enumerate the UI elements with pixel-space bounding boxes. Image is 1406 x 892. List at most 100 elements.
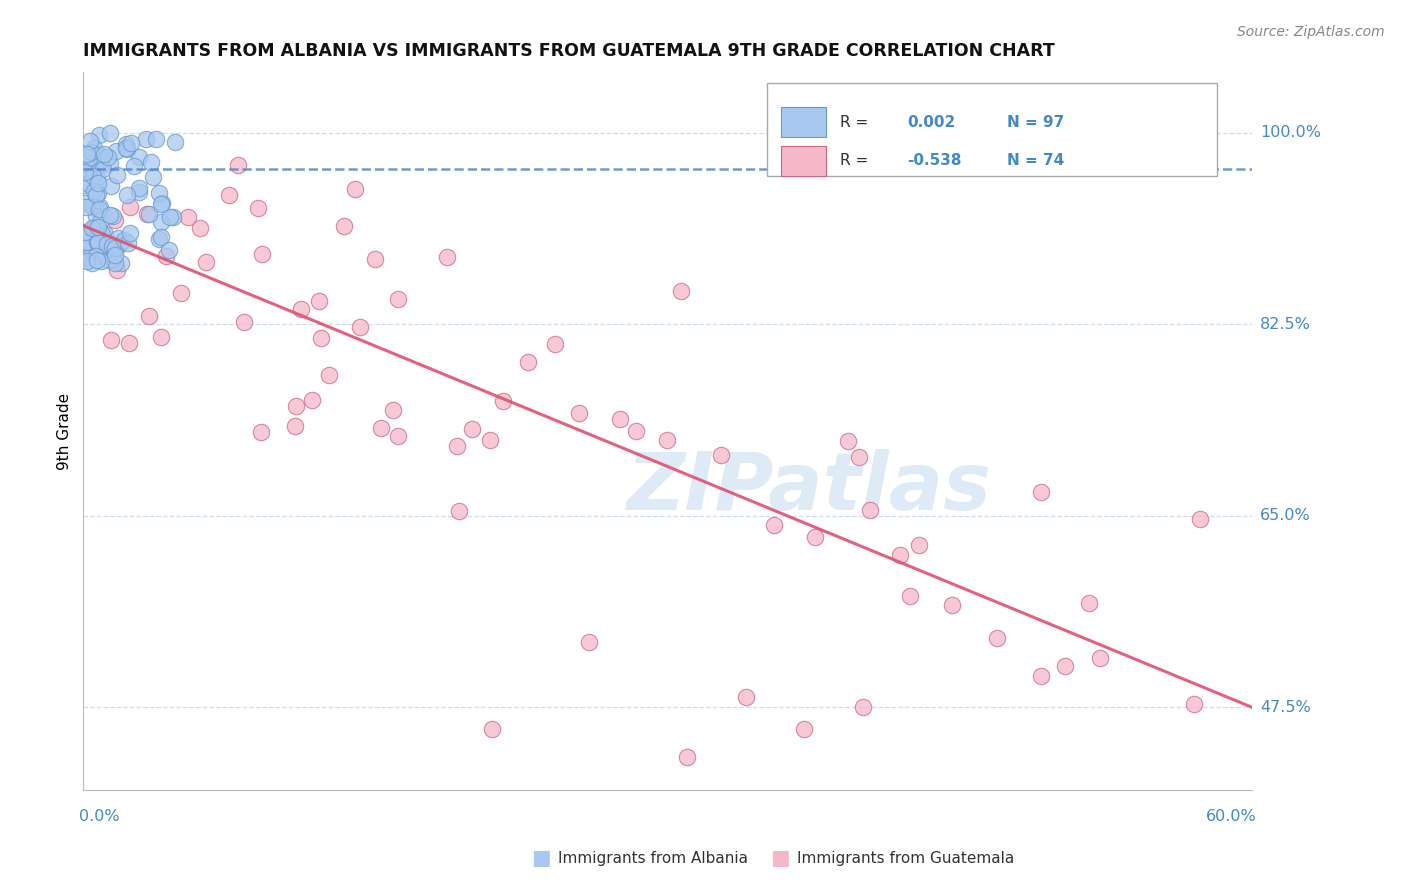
Point bbox=[1182, 697, 1205, 711]
Point bbox=[898, 589, 921, 603]
Text: R =: R = bbox=[839, 115, 873, 129]
Point bbox=[218, 188, 240, 202]
Point bbox=[250, 247, 273, 261]
Point bbox=[86, 252, 108, 267]
Point bbox=[120, 136, 142, 151]
Point bbox=[1188, 512, 1211, 526]
Point bbox=[75, 201, 97, 215]
Text: IMMIGRANTS FROM ALBANIA VS IMMIGRANTS FROM GUATEMALA 9TH GRADE CORRELATION CHART: IMMIGRANTS FROM ALBANIA VS IMMIGRANTS FR… bbox=[83, 42, 1054, 60]
Y-axis label: 9th Grade: 9th Grade bbox=[58, 392, 72, 469]
Point bbox=[104, 144, 127, 158]
Point bbox=[387, 429, 409, 443]
Point bbox=[492, 394, 515, 409]
Text: 60.0%: 60.0% bbox=[1205, 809, 1257, 824]
Point bbox=[149, 330, 172, 344]
Point bbox=[97, 150, 120, 164]
Point bbox=[87, 220, 110, 235]
Point bbox=[139, 154, 162, 169]
Point bbox=[118, 226, 141, 240]
Point bbox=[101, 239, 124, 253]
Point bbox=[115, 136, 138, 151]
Point bbox=[710, 448, 733, 462]
Point bbox=[107, 237, 129, 252]
Point bbox=[98, 156, 121, 170]
Point bbox=[803, 530, 825, 544]
Point bbox=[80, 250, 103, 264]
Point bbox=[478, 434, 501, 448]
Point bbox=[90, 254, 112, 268]
Point bbox=[793, 723, 815, 737]
Point bbox=[149, 215, 172, 229]
Point bbox=[734, 690, 756, 704]
Point bbox=[128, 186, 150, 200]
Point bbox=[86, 235, 108, 250]
Text: ■: ■ bbox=[770, 848, 790, 868]
Point bbox=[349, 319, 371, 334]
Point bbox=[75, 240, 97, 254]
Point bbox=[101, 209, 124, 223]
Text: 47.5%: 47.5% bbox=[1260, 700, 1310, 715]
Point bbox=[157, 243, 180, 257]
Point bbox=[115, 141, 138, 155]
Point bbox=[284, 419, 307, 434]
Point bbox=[75, 165, 97, 179]
Point bbox=[82, 198, 104, 212]
Point bbox=[155, 249, 177, 263]
Point bbox=[568, 406, 591, 420]
Point bbox=[1088, 651, 1111, 665]
Point bbox=[609, 412, 631, 426]
Point bbox=[848, 450, 870, 464]
Text: N = 97: N = 97 bbox=[1007, 115, 1064, 129]
Point bbox=[101, 252, 124, 267]
Point bbox=[83, 202, 105, 216]
Point bbox=[118, 200, 141, 214]
Point bbox=[96, 243, 118, 257]
Point bbox=[118, 336, 141, 351]
Point bbox=[128, 181, 150, 195]
Point bbox=[344, 182, 367, 196]
Point bbox=[308, 293, 330, 308]
Point bbox=[382, 402, 405, 417]
Point bbox=[104, 241, 127, 255]
Point bbox=[105, 263, 128, 277]
Point bbox=[90, 227, 112, 242]
Point bbox=[1029, 485, 1052, 500]
Point bbox=[676, 749, 699, 764]
Point bbox=[195, 254, 218, 268]
Point bbox=[986, 632, 1008, 646]
Point bbox=[82, 169, 104, 183]
Point bbox=[83, 184, 105, 198]
Point bbox=[96, 237, 118, 252]
Point bbox=[115, 188, 138, 202]
Point bbox=[84, 209, 107, 223]
Point bbox=[1077, 596, 1099, 610]
Point bbox=[90, 149, 112, 163]
Point bbox=[86, 235, 108, 249]
Point bbox=[149, 197, 172, 211]
Point bbox=[290, 302, 312, 317]
Point bbox=[162, 210, 184, 224]
Point bbox=[84, 219, 107, 234]
Point bbox=[763, 517, 786, 532]
Text: 100.0%: 100.0% bbox=[1260, 125, 1322, 140]
Point bbox=[364, 252, 387, 266]
Text: Source: ZipAtlas.com: Source: ZipAtlas.com bbox=[1237, 25, 1385, 39]
Point bbox=[852, 700, 875, 714]
Point bbox=[75, 178, 97, 192]
Point bbox=[138, 207, 160, 221]
Point bbox=[446, 439, 468, 453]
Point bbox=[233, 315, 256, 329]
Point bbox=[318, 368, 340, 383]
Text: R =: R = bbox=[839, 153, 873, 169]
Point bbox=[77, 177, 100, 191]
Point bbox=[105, 168, 128, 182]
Point bbox=[941, 598, 963, 612]
Point bbox=[117, 142, 139, 156]
Point bbox=[104, 256, 127, 270]
Point bbox=[117, 235, 139, 250]
Point bbox=[250, 425, 273, 439]
Point bbox=[247, 202, 270, 216]
Point bbox=[110, 256, 132, 270]
Point bbox=[84, 187, 107, 202]
Point bbox=[148, 231, 170, 245]
